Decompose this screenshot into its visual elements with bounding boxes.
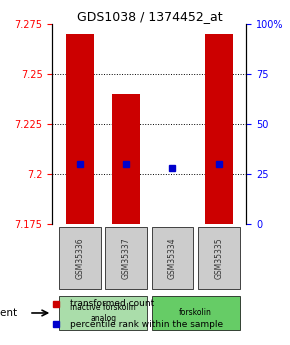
- Bar: [66, 34, 94, 224]
- Title: GDS1038 / 1374452_at: GDS1038 / 1374452_at: [77, 10, 222, 23]
- FancyBboxPatch shape: [152, 227, 193, 289]
- Text: GSM35335: GSM35335: [214, 237, 223, 279]
- FancyBboxPatch shape: [152, 296, 240, 330]
- Text: forskolin: forskolin: [179, 308, 212, 317]
- Text: inactive forskolin
analog: inactive forskolin analog: [70, 303, 136, 323]
- FancyBboxPatch shape: [59, 227, 101, 289]
- FancyBboxPatch shape: [105, 227, 147, 289]
- FancyBboxPatch shape: [198, 227, 240, 289]
- Bar: [205, 34, 233, 224]
- Text: agent: agent: [0, 308, 17, 318]
- Text: GSM35337: GSM35337: [122, 237, 131, 279]
- Text: GSM35334: GSM35334: [168, 237, 177, 279]
- Text: GSM35336: GSM35336: [75, 237, 84, 279]
- FancyBboxPatch shape: [59, 296, 147, 330]
- Bar: [112, 94, 140, 224]
- Text: transformed count: transformed count: [70, 299, 154, 308]
- Text: percentile rank within the sample: percentile rank within the sample: [70, 320, 223, 329]
